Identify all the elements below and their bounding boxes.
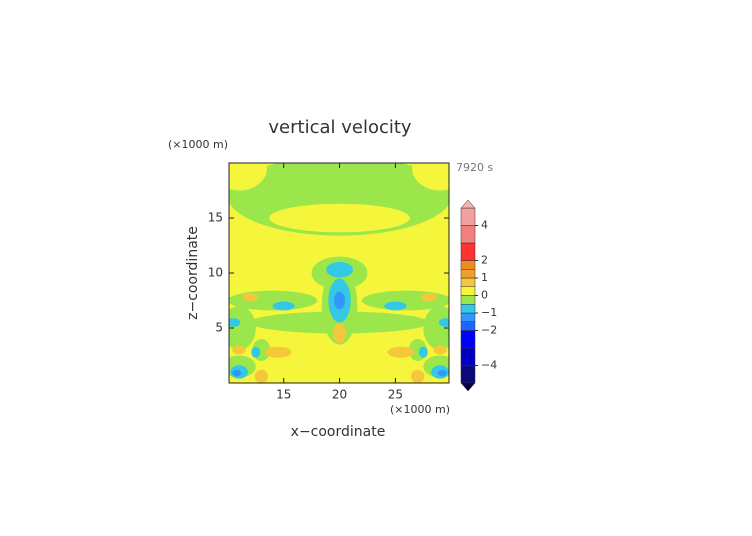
contour-region [272, 301, 295, 311]
contour-region [423, 306, 449, 350]
colorbar-band [460, 225, 476, 244]
y-unit: (×1000 m) [168, 138, 228, 151]
contour-region [229, 306, 256, 350]
colorbar-band [460, 269, 476, 279]
contour-region [254, 369, 269, 383]
colorbar-band [460, 321, 476, 331]
colorbar-band [460, 304, 476, 314]
x-tick-label: 20 [332, 388, 347, 402]
colorbar-band [460, 207, 476, 226]
y-axis-label: z−coordinate [185, 226, 201, 320]
colorbar-band [460, 277, 476, 287]
time-label: 7920 s [456, 161, 493, 174]
contour-region [387, 346, 415, 358]
axes: 15 20 25 5 10 15 −4 −2 −1 0 1 2 4 [208, 162, 497, 402]
colorbar-band [460, 260, 476, 270]
contour-region [384, 301, 407, 311]
contour-region [418, 346, 428, 358]
y-tick-label: 10 [208, 266, 223, 280]
colorbar-band [460, 330, 476, 349]
contour-region [437, 369, 447, 377]
contour-region [433, 345, 447, 355]
x-tick-label: 25 [388, 388, 403, 402]
colorbar-over [460, 199, 476, 209]
contour-region [232, 345, 246, 355]
colorbar-band [460, 347, 476, 366]
x-tick-label: 15 [276, 388, 291, 402]
colorbar-band [460, 312, 476, 322]
chart-title: vertical velocity [268, 117, 412, 138]
contour-region [229, 163, 267, 191]
y-tick-label: 5 [215, 321, 223, 335]
colorbar-under [460, 382, 476, 392]
contour-region [332, 323, 347, 344]
contour-region [232, 369, 242, 377]
x-axis-label: x−coordinate [291, 424, 386, 440]
colorbar-band [460, 365, 476, 384]
x-unit: (×1000 m) [390, 403, 450, 416]
contour-region [326, 262, 353, 278]
colorbar-tick-label: 0 [481, 289, 488, 302]
colorbar-band [460, 286, 476, 296]
contour-region [251, 346, 261, 358]
contour-region [411, 369, 425, 383]
colorbar-band [460, 295, 476, 305]
colorbar-tick-label: 2 [481, 254, 488, 267]
colorbar-tick-label: −4 [481, 359, 497, 372]
contour-region [438, 318, 449, 327]
contour-region [229, 318, 241, 327]
y-tick-label: 15 [208, 211, 223, 225]
contour-region [333, 291, 346, 310]
colorbar-tick-label: −1 [481, 306, 497, 319]
colorbar-band [460, 242, 476, 261]
colorbar-tick-label: −2 [481, 324, 497, 337]
contour-region [264, 346, 292, 358]
contour-region [412, 163, 449, 191]
colorbar-tick-label: 4 [481, 219, 488, 232]
contour-region [242, 292, 259, 302]
contour-region [421, 292, 437, 302]
colorbar-tick-label: 1 [481, 271, 488, 284]
contour-field [229, 163, 449, 383]
contour-region [269, 203, 410, 233]
